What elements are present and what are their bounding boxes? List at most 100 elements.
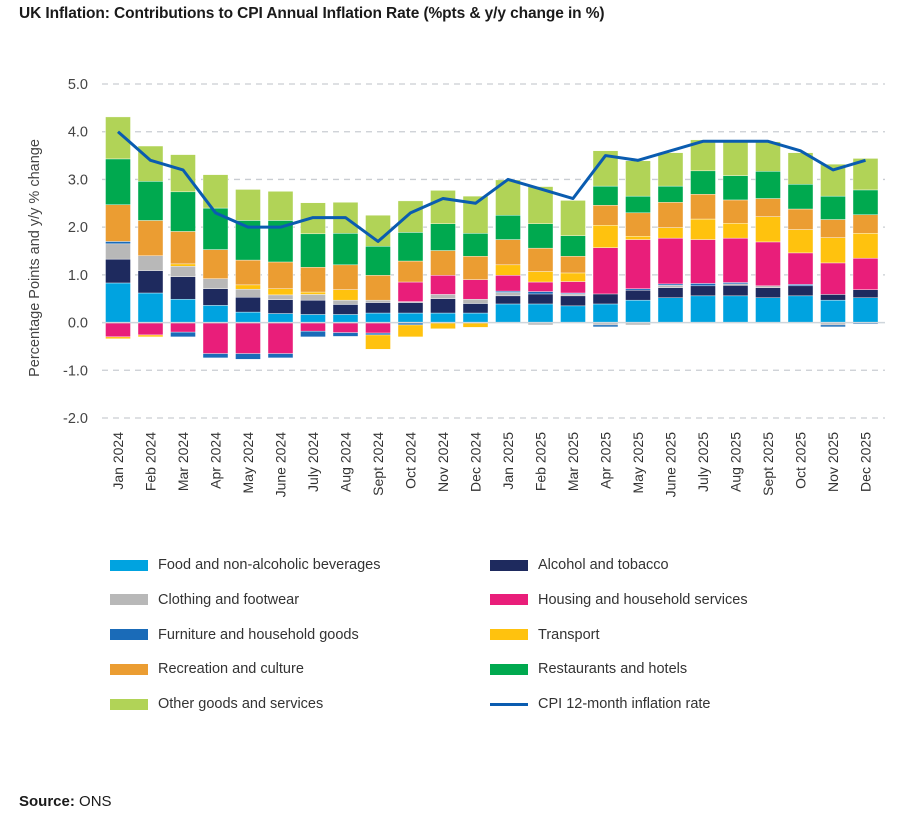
bar-segment-transport xyxy=(332,289,359,301)
bar-segment-alcohol-and-tobacco xyxy=(852,289,879,298)
bar-segment-recreation-and-culture xyxy=(300,267,326,293)
bar-segment-transport xyxy=(105,336,131,339)
bar-segment-restaurants-and-hotels xyxy=(722,175,749,201)
bar-segment-housing-and-household-services xyxy=(137,322,164,336)
y-tick-label: 1.0 xyxy=(68,268,88,284)
bar-segment-restaurants-and-hotels xyxy=(592,185,619,206)
x-tick-label: Apr 2025 xyxy=(598,432,614,489)
bar-segment-recreation-and-culture xyxy=(852,214,879,234)
bar-segment-recreation-and-culture xyxy=(787,208,814,230)
bar-segment-transport xyxy=(300,291,326,295)
bar-segment-food-and-non-alcoholic-beverages xyxy=(137,292,164,323)
x-tick-label: June 2024 xyxy=(273,432,289,498)
bar-segment-clothing-and-footwear xyxy=(657,285,684,288)
bar-segment-alcohol-and-tobacco xyxy=(462,303,489,314)
bar-segment-clothing-and-footwear xyxy=(267,294,294,300)
x-tick-label: Nov 2025 xyxy=(825,432,841,492)
bar-segment-food-and-non-alcoholic-beverages xyxy=(332,314,359,323)
bar-segment-food-and-non-alcoholic-beverages xyxy=(430,312,456,323)
bar-segment-recreation-and-culture xyxy=(365,275,391,301)
bar-segment-recreation-and-culture xyxy=(690,194,716,220)
bar-segment-other-goods-and-services xyxy=(170,154,196,193)
bar-segment-recreation-and-culture xyxy=(820,219,846,238)
bar-segment-housing-and-household-services xyxy=(105,322,131,338)
bar-segment-transport xyxy=(137,334,164,338)
y-axis-label: Percentage Points and y/y % change xyxy=(27,139,43,377)
bar-segment-transport xyxy=(592,225,619,248)
bar-segment-furniture-and-household-goods xyxy=(495,290,521,293)
bar-segment-transport xyxy=(365,334,391,350)
bar-segment-housing-and-household-services xyxy=(625,239,651,289)
x-tick-label: July 2025 xyxy=(695,432,711,492)
bar-segment-restaurants-and-hotels xyxy=(657,185,684,203)
bar-segment-alcohol-and-tobacco xyxy=(820,294,846,301)
bar-segment-housing-and-household-services xyxy=(495,275,521,292)
cpi-line xyxy=(117,130,866,243)
bar-segment-furniture-and-household-goods xyxy=(332,332,359,337)
bar-segment-clothing-and-footwear xyxy=(365,299,391,303)
source-value: ONS xyxy=(79,793,112,810)
x-tick-label: Jan 2025 xyxy=(500,432,516,490)
bar-segment-recreation-and-culture xyxy=(527,247,554,272)
bar-segment-furniture-and-household-goods xyxy=(267,353,294,359)
bar-segment-food-and-non-alcoholic-beverages xyxy=(722,295,749,323)
bar-segment-clothing-and-footwear xyxy=(105,243,131,260)
bar-segment-furniture-and-household-goods xyxy=(592,324,619,328)
bar-segment-restaurants-and-hotels xyxy=(332,233,359,266)
bar-segment-alcohol-and-tobacco xyxy=(137,270,164,294)
bar-segment-restaurants-and-hotels xyxy=(625,195,651,214)
bar-segment-housing-and-household-services xyxy=(365,322,391,334)
x-tick-label: Sept 2025 xyxy=(760,432,776,496)
bar-segment-food-and-non-alcoholic-beverages xyxy=(202,305,229,323)
bar-segment-housing-and-household-services xyxy=(235,322,261,354)
bar-segment-alcohol-and-tobacco xyxy=(722,285,749,297)
bar-segment-recreation-and-culture xyxy=(592,204,619,226)
bar-segment-transport xyxy=(852,233,879,259)
bar-segment-restaurants-and-hotels xyxy=(397,232,424,262)
bar-segment-other-goods-and-services xyxy=(722,141,749,176)
bar-segment-recreation-and-culture xyxy=(462,256,489,280)
x-tick-label: Aug 2025 xyxy=(728,432,744,492)
y-tick-label: 2.0 xyxy=(68,220,88,236)
x-tick-label: May 2025 xyxy=(630,432,646,494)
bar-segment-food-and-non-alcoholic-beverages xyxy=(592,303,619,323)
bar-segment-transport xyxy=(787,229,814,254)
bar-segment-recreation-and-culture xyxy=(560,256,586,274)
bar-segment-clothing-and-footwear xyxy=(137,255,164,271)
bar-segment-transport xyxy=(690,218,716,240)
bar-segment-transport xyxy=(722,223,749,239)
bar-segment-housing-and-household-services xyxy=(820,262,846,295)
bar-segment-food-and-non-alcoholic-beverages xyxy=(787,295,814,323)
bar-segment-alcohol-and-tobacco xyxy=(495,295,521,305)
bar-segment-other-goods-and-services xyxy=(430,190,456,225)
bar-segment-housing-and-household-services xyxy=(170,322,196,333)
bar-segment-food-and-non-alcoholic-beverages xyxy=(852,297,879,323)
bar-segment-clothing-and-footwear xyxy=(170,266,196,277)
bar-segment-other-goods-and-services xyxy=(787,152,814,185)
bar-segment-recreation-and-culture xyxy=(137,220,164,256)
bar-segment-alcohol-and-tobacco xyxy=(787,285,814,297)
bar-segment-restaurants-and-hotels xyxy=(560,235,586,257)
bar-segment-furniture-and-household-goods xyxy=(820,324,846,328)
bar-segment-housing-and-household-services xyxy=(202,322,229,354)
bar-segment-alcohol-and-tobacco xyxy=(560,295,586,307)
bar-segment-transport xyxy=(495,264,521,276)
bar-segment-housing-and-household-services xyxy=(722,237,749,283)
bar-segment-alcohol-and-tobacco xyxy=(300,299,326,315)
x-tick-label: Apr 2024 xyxy=(208,432,224,489)
bar-segment-housing-and-household-services xyxy=(332,322,359,333)
gridlines xyxy=(102,83,885,419)
bar-segment-recreation-and-culture xyxy=(495,239,521,266)
bar-segment-clothing-and-footwear xyxy=(495,292,521,297)
bar-segment-clothing-and-footwear xyxy=(722,283,749,286)
bar-segment-clothing-and-footwear xyxy=(430,294,456,299)
chart-title: UK Inflation: Contributions to CPI Annua… xyxy=(19,5,605,22)
bar-segment-furniture-and-household-goods xyxy=(787,284,814,287)
bar-segment-alcohol-and-tobacco xyxy=(332,304,359,315)
bar-segment-transport xyxy=(657,227,684,239)
bar-segment-transport xyxy=(430,322,456,329)
bar-segment-recreation-and-culture xyxy=(625,212,651,237)
bar-segment-furniture-and-household-goods xyxy=(202,353,229,359)
x-tick-label: July 2024 xyxy=(305,432,321,492)
